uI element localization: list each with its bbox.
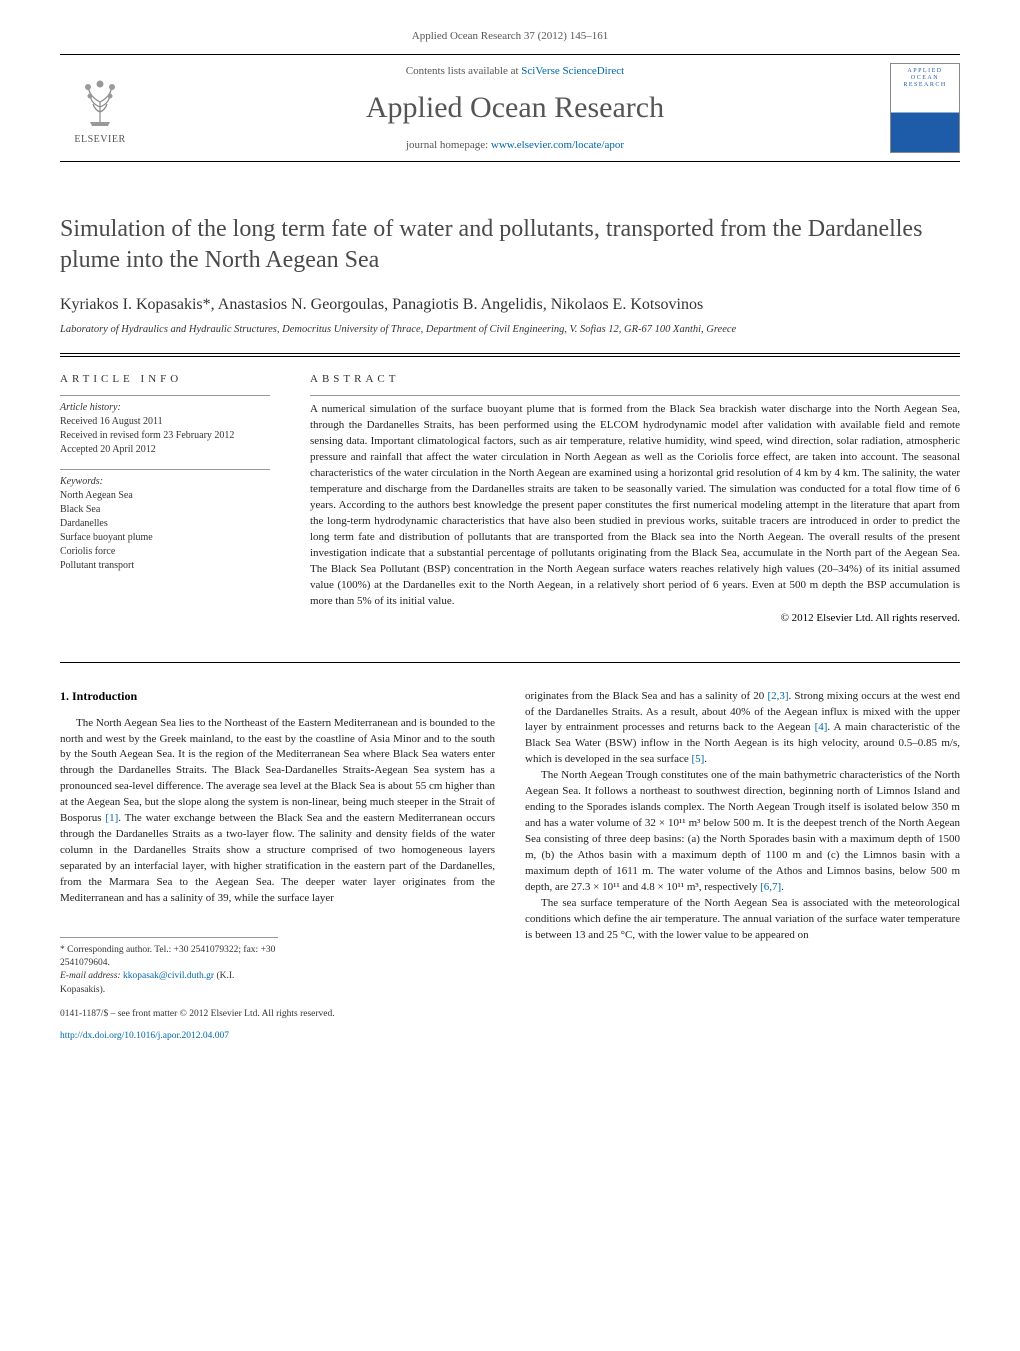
contents-available-line: Contents lists available at SciVerse Sci…	[140, 65, 890, 77]
footnotes: * Corresponding author. Tel.: +30 254107…	[60, 937, 278, 997]
elsevier-tree-icon	[70, 72, 130, 132]
section-heading-introduction: 1. Introduction	[60, 689, 495, 704]
keyword-item: Dardanelles	[60, 517, 270, 531]
citation-link[interactable]: [4]	[815, 721, 828, 733]
abstract-heading: ABSTRACT	[310, 373, 960, 385]
affiliation: Laboratory of Hydraulics and Hydraulic S…	[60, 324, 960, 335]
body-column-right: originates from the Black Sea and has a …	[525, 689, 960, 1041]
abstract-copyright: © 2012 Elsevier Ltd. All rights reserved…	[310, 612, 960, 624]
keyword-item: North Aegean Sea	[60, 489, 270, 503]
issn-line: 0141-1187/$ – see front matter © 2012 El…	[60, 1009, 495, 1019]
keyword-item: Coriolis force	[60, 545, 270, 559]
history-label: Article history:	[60, 402, 270, 413]
journal-cover-thumbnail: APPLIED OCEAN RESEARCH	[890, 63, 960, 153]
keywords-block: Keywords: North Aegean Sea Black Sea Dar…	[60, 469, 270, 573]
doi-line: http://dx.doi.org/10.1016/j.apor.2012.04…	[60, 1031, 495, 1041]
journal-title: Applied Ocean Research	[140, 91, 890, 125]
article-info-heading: ARTICLE INFO	[60, 373, 270, 385]
cover-word-3: RESEARCH	[903, 82, 946, 89]
running-header: Applied Ocean Research 37 (2012) 145–161	[60, 30, 960, 42]
masthead: ELSEVIER Contents lists available at Sci…	[60, 54, 960, 162]
divider	[60, 353, 960, 354]
doi-link[interactable]: http://dx.doi.org/10.1016/j.apor.2012.04…	[60, 1031, 229, 1041]
keyword-item: Pollutant transport	[60, 559, 270, 573]
abstract-text: A numerical simulation of the surface bu…	[310, 395, 960, 609]
body-paragraph: The North Aegean Sea lies to the Northea…	[60, 716, 495, 907]
citation-link[interactable]: [5]	[691, 753, 704, 765]
citation-link[interactable]: [2,3]	[767, 690, 788, 702]
para-text: .	[781, 881, 784, 893]
homepage-prefix: journal homepage:	[406, 139, 491, 151]
corresponding-author-note: * Corresponding author. Tel.: +30 254107…	[60, 944, 278, 971]
para-text: The North Aegean Trough constitutes one …	[525, 769, 960, 893]
contents-prefix: Contents lists available at	[406, 65, 521, 77]
cover-word-1: APPLIED	[903, 68, 946, 75]
history-item: Received 16 August 2011	[60, 415, 270, 429]
citation-link[interactable]: [1]	[105, 812, 118, 824]
body-column-left: 1. Introduction The North Aegean Sea lie…	[60, 689, 495, 1041]
email-line: E-mail address: kkopasak@civil.duth.gr (…	[60, 970, 278, 997]
body-paragraph: The sea surface temperature of the North…	[525, 896, 960, 944]
citation-link[interactable]: [6,7]	[760, 881, 781, 893]
para-text: originates from the Black Sea and has a …	[525, 690, 767, 702]
email-label: E-mail address:	[60, 971, 123, 981]
para-text: .	[704, 753, 707, 765]
history-item: Received in revised form 23 February 201…	[60, 429, 270, 443]
body-paragraph: originates from the Black Sea and has a …	[525, 689, 960, 769]
article-info-column: ARTICLE INFO Article history: Received 1…	[60, 373, 270, 623]
para-text: The North Aegean Sea lies to the Northea…	[60, 717, 495, 825]
keyword-item: Surface buoyant plume	[60, 531, 270, 545]
cover-word-2: OCEAN	[903, 75, 946, 82]
body-two-column: 1. Introduction The North Aegean Sea lie…	[60, 662, 960, 1041]
abstract-column: ABSTRACT A numerical simulation of the s…	[310, 373, 960, 623]
author-list: Kyriakos I. Kopasakis*, Anastasios N. Ge…	[60, 296, 960, 314]
keyword-item: Black Sea	[60, 503, 270, 517]
publisher-name: ELSEVIER	[74, 134, 125, 145]
article-title: Simulation of the long term fate of wate…	[60, 214, 960, 276]
journal-homepage-line: journal homepage: www.elsevier.com/locat…	[140, 139, 890, 151]
para-text: . The water exchange between the Black S…	[60, 812, 495, 904]
info-abstract-row: ARTICLE INFO Article history: Received 1…	[60, 356, 960, 623]
publisher-logo: ELSEVIER	[60, 63, 140, 153]
para-text: The sea surface temperature of the North…	[525, 897, 960, 941]
homepage-link[interactable]: www.elsevier.com/locate/apor	[491, 139, 624, 151]
sciencedirect-link[interactable]: SciVerse ScienceDirect	[521, 65, 624, 77]
keywords-label: Keywords:	[60, 476, 270, 487]
email-link[interactable]: kkopasak@civil.duth.gr	[123, 971, 214, 981]
article-history-block: Article history: Received 16 August 2011…	[60, 395, 270, 457]
history-item: Accepted 20 April 2012	[60, 443, 270, 457]
masthead-center: Contents lists available at SciVerse Sci…	[140, 65, 890, 151]
body-paragraph: The North Aegean Trough constitutes one …	[525, 768, 960, 896]
